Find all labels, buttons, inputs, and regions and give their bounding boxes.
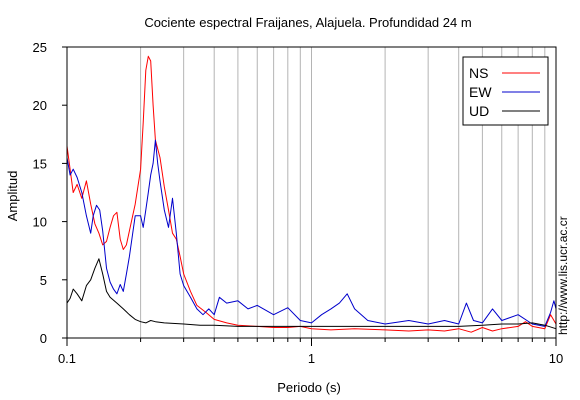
y-tick-label: 0 [40, 331, 47, 346]
series-line-ew [66, 139, 557, 327]
grid [140, 47, 546, 338]
x-tick-label: 0.1 [58, 351, 76, 366]
series-line-ud [66, 258, 557, 330]
y-tick-label: 15 [33, 156, 47, 171]
website-credit: http://www.lis.ucr.ac.cr [556, 216, 570, 335]
axis-ticks: 0 5 10 15 20 25 0.1 1 10 [33, 40, 564, 366]
y-tick-label: 5 [40, 273, 47, 288]
legend-label-ns: NS [469, 65, 488, 81]
series-line-ns [66, 55, 557, 333]
legend: NS EW UD [462, 56, 549, 126]
x-axis-label: Periodo (s) [277, 380, 341, 395]
legend-label-ew: EW [469, 84, 492, 100]
legend-box [462, 56, 549, 126]
y-axis-label: Amplitud [5, 171, 20, 222]
y-tick-label: 20 [33, 98, 47, 113]
legend-label-ud: UD [469, 103, 489, 119]
chart-title: Cociente espectral Fraijanes, Alajuela. … [144, 15, 471, 30]
x-tick-label: 10 [549, 351, 563, 366]
y-tick-label: 10 [33, 215, 47, 230]
series-lines [66, 55, 557, 333]
x-tick-label: 1 [308, 351, 315, 366]
y-tick-label: 25 [33, 40, 47, 55]
